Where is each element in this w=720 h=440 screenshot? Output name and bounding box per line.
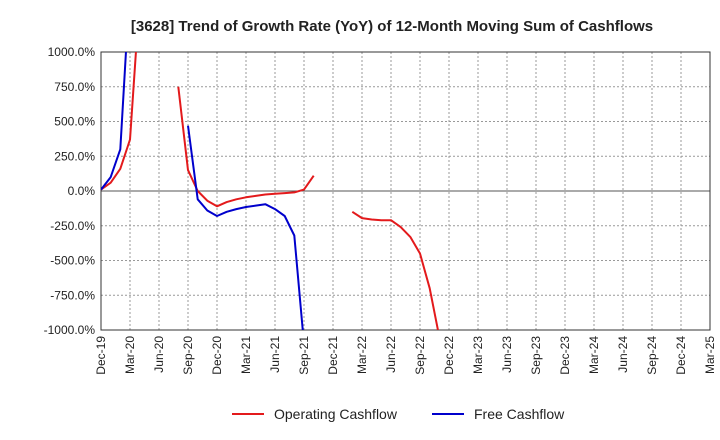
grid — [100, 51, 711, 331]
x-tick-label: Mar-20 — [123, 336, 137, 374]
series-operating-cashflow — [101, 52, 439, 330]
x-tick-label: Dec-22 — [442, 336, 456, 375]
series-line — [101, 52, 137, 191]
x-tick-label: Mar-25 — [703, 336, 717, 374]
x-tick-label: Dec-20 — [210, 336, 224, 375]
x-tick-label: Mar-23 — [471, 336, 485, 374]
x-tick-label: Jun-21 — [268, 336, 282, 373]
series-free-cashflow — [101, 52, 304, 330]
x-tick-label: Dec-21 — [326, 336, 340, 375]
x-tick-label: Jun-20 — [152, 336, 166, 373]
y-tick-label: -750.0% — [50, 288, 95, 302]
legend-label: Operating Cashflow — [274, 406, 398, 422]
axes: 1000.0% 750.0% 500.0% 250.0% 0.0% -250.0% -500… — [44, 45, 717, 375]
x-tick-label: Sep-20 — [181, 336, 195, 375]
series-line — [177, 86, 315, 208]
chart-title: [3628] Trend of Growth Rate (YoY) of 12-… — [131, 18, 653, 35]
series-line — [187, 125, 304, 330]
x-tick-label: Jun-24 — [616, 336, 630, 373]
y-tick-label: 250.0% — [54, 149, 95, 163]
series-line — [101, 52, 127, 191]
y-tick-label: -500.0% — [50, 254, 95, 268]
legend-label: Free Cashflow — [474, 406, 565, 422]
x-tick-label: Sep-23 — [529, 336, 543, 375]
x-tick-label: Jun-22 — [384, 336, 398, 373]
y-tick-label: 750.0% — [54, 80, 95, 94]
y-tick-label: -1000.0% — [44, 323, 96, 337]
x-tick-label: Dec-23 — [558, 336, 572, 375]
x-tick-label: Sep-21 — [297, 336, 311, 375]
x-tick-label: Mar-22 — [355, 336, 369, 374]
series-line — [351, 210, 439, 330]
series-lines — [101, 52, 439, 330]
y-tick-label: 1000.0% — [48, 45, 96, 59]
x-tick-label: Dec-19 — [94, 336, 108, 375]
plot-frame — [100, 51, 711, 331]
x-tick-label: Mar-24 — [587, 336, 601, 374]
x-tick-label: Sep-24 — [645, 336, 659, 375]
x-tick-label: Jun-23 — [500, 336, 514, 373]
x-tick-label: Dec-24 — [674, 336, 688, 375]
legend: Operating Cashflow Free Cashflow — [232, 406, 565, 422]
y-tick-label: -250.0% — [50, 219, 95, 233]
y-tick-label: 500.0% — [54, 115, 95, 129]
y-tick-label: 0.0% — [68, 184, 96, 198]
x-tick-label: Sep-22 — [413, 336, 427, 375]
x-tick-label: Mar-21 — [239, 336, 253, 374]
